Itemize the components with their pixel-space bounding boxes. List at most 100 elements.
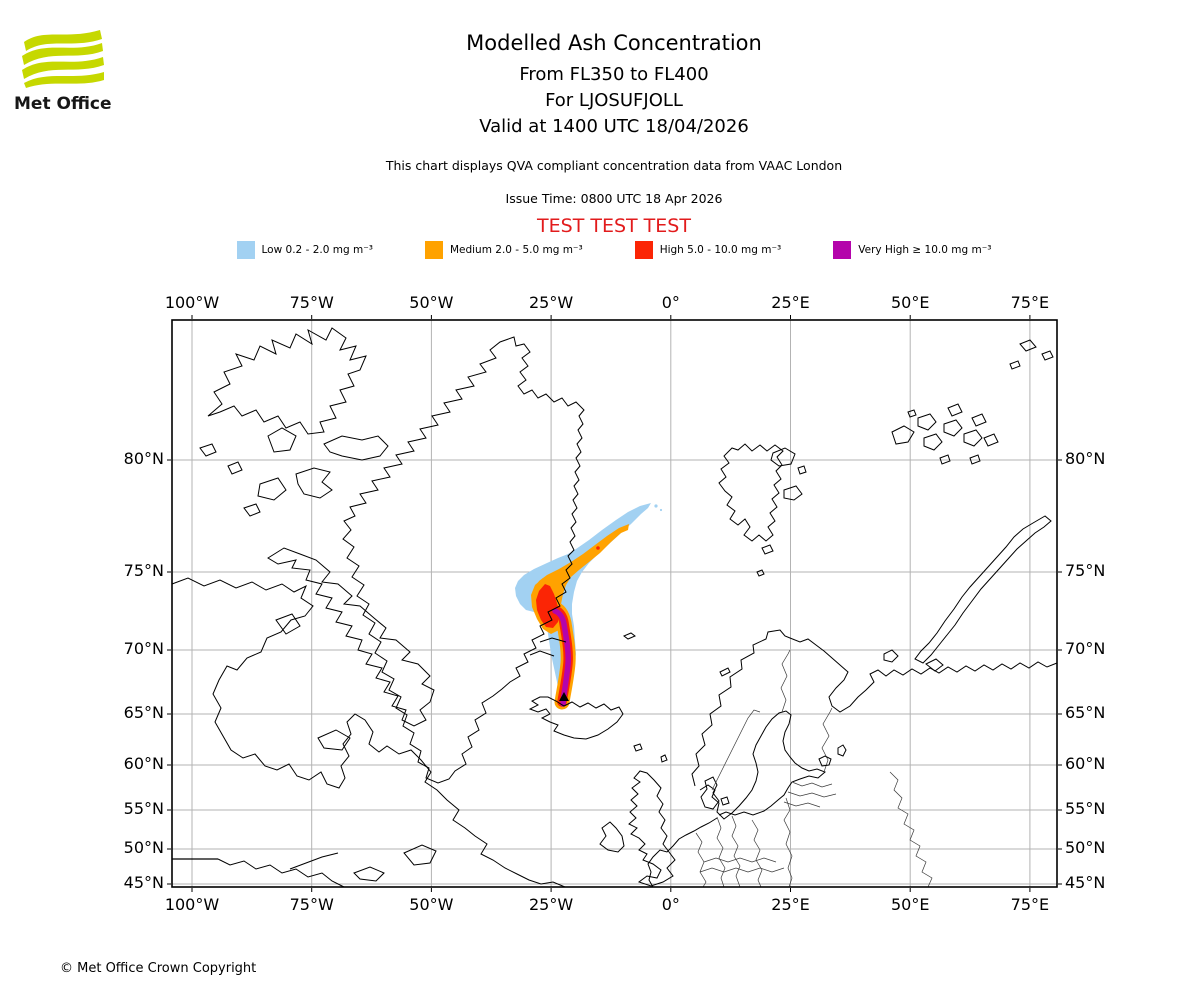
coast-franz-josef	[947, 403, 963, 417]
coast-franz-josef	[907, 409, 917, 418]
lat-label-left: 50°N	[123, 838, 164, 857]
coast-baffin	[267, 547, 435, 727]
legend-label: Very High ≥ 10.0 mg m⁻³	[858, 244, 992, 256]
coast-lofoten	[719, 667, 731, 677]
coast-franz-josef	[891, 425, 915, 445]
subtitle-valid-time: Valid at 1400 UTC 18/04/2026	[479, 116, 749, 137]
coast-newfoundland	[403, 844, 437, 866]
plume-high-speck	[596, 546, 600, 550]
coast-axel-heiberg	[267, 427, 297, 453]
copyright-text: © Met Office Crown Copyright	[60, 961, 257, 976]
coast-st-lawrence	[289, 852, 339, 870]
border-latvia	[787, 791, 837, 798]
map-svg	[167, 315, 1062, 892]
lon-label-bottom: 50°W	[409, 895, 454, 914]
lon-label-bottom: 100°W	[164, 895, 220, 914]
test-banner: TEST TEST TEST	[537, 215, 691, 237]
coast-prince-of-wales	[257, 477, 287, 501]
legend-swatch	[634, 241, 653, 259]
subtitle-flight-levels: From FL350 to FL400	[519, 64, 709, 85]
coast-denmark	[700, 776, 720, 810]
legend-swatch	[236, 241, 255, 259]
coast-nova-scotia	[353, 866, 385, 882]
border-estonia	[791, 781, 833, 788]
coast-jan-mayen	[623, 632, 636, 640]
legend-label: Medium 2.0 - 5.0 mg m⁻³	[449, 244, 583, 256]
coast-ireland	[599, 821, 625, 853]
lon-label-top: 50°E	[890, 293, 930, 312]
coast-bear-island	[756, 569, 765, 577]
lat-label-left: 55°N	[123, 799, 164, 818]
lat-label-left: 70°N	[123, 639, 164, 658]
lat-label-right: 45°N	[1065, 873, 1106, 892]
lon-label-bottom: 25°E	[771, 895, 810, 914]
coast-svalbard-islet	[761, 544, 774, 555]
coast-arctic-islet	[227, 461, 243, 475]
met-office-logo: Met Office	[14, 26, 124, 114]
border-lithuania	[783, 801, 821, 808]
legend-label: Low 0.2 - 2.0 mg m⁻³	[261, 244, 373, 256]
coast-arctic-islet	[243, 503, 261, 517]
coast-svalbard-nordaustlandet	[770, 447, 796, 467]
coast-scoresby-fjord	[529, 650, 555, 657]
legend-item: Low 0.2 - 2.0 mg m⁻³	[236, 241, 373, 259]
lon-label-bottom: 0°	[661, 895, 680, 914]
coast-franz-josef	[983, 433, 999, 447]
border-rhine	[695, 832, 707, 888]
lon-label-bottom: 75°E	[1010, 895, 1050, 914]
page-title: Modelled Ash Concentration	[466, 31, 762, 55]
coast-scoresby-fjord	[539, 637, 567, 643]
coast-svalbard-edgeoya	[783, 485, 803, 501]
coast-kolguyev	[883, 649, 899, 663]
border-poland-east	[783, 797, 793, 888]
border-germany-poland	[731, 815, 741, 888]
lat-label-right: 70°N	[1065, 639, 1106, 658]
lon-label-top: 25°W	[529, 293, 574, 312]
legend-label: High 5.0 - 10.0 mg m⁻³	[659, 244, 782, 256]
border-central-europe	[751, 819, 763, 888]
coast-new-england	[217, 858, 345, 888]
border-norway-sweden	[711, 709, 761, 791]
coast-faroe	[633, 743, 643, 752]
lat-label-right: 75°N	[1065, 561, 1106, 580]
coast-arctic-islet	[199, 443, 217, 457]
plume-medium-fan	[535, 524, 629, 617]
met-office-logo-text: Met Office	[14, 94, 112, 114]
lon-label-bottom: 75°W	[289, 895, 334, 914]
border-russia-southeast	[889, 771, 933, 888]
coast-southampton	[317, 729, 351, 751]
border-czech-austria	[703, 857, 777, 863]
lon-label-bottom: 25°W	[529, 895, 574, 914]
coast-norway-russia	[691, 629, 1058, 787]
legend-swatch	[424, 241, 443, 259]
coast-franz-josef	[969, 454, 981, 465]
coast-svalbard-islet	[797, 465, 807, 475]
coast-ellesmere	[207, 327, 367, 435]
lon-label-top: 25°E	[771, 293, 810, 312]
lon-label-top: 50°W	[409, 293, 454, 312]
coast-greenland	[342, 336, 585, 784]
map-area	[167, 315, 1062, 892]
met-office-logo-waves	[22, 30, 104, 88]
coast-iceland	[528, 696, 624, 740]
coast-great-britain	[628, 770, 676, 887]
coast-franz-josef	[939, 454, 951, 465]
coast-somerset	[295, 467, 333, 499]
lake-onega	[837, 744, 847, 757]
coast-severnaya-islet	[1009, 360, 1021, 370]
legend: Low 0.2 - 2.0 mg m⁻³ Medium 2.0 - 5.0 mg …	[28, 241, 1200, 259]
volcano-marker	[559, 692, 569, 701]
legend-item: Medium 2.0 - 5.0 mg m⁻³	[424, 241, 583, 259]
lon-label-top: 0°	[661, 293, 680, 312]
coast-novaya-zemlya	[914, 515, 1052, 664]
coast-svalbard-spitsbergen	[718, 443, 784, 542]
lat-label-left: 45°N	[123, 873, 164, 892]
coast-vaygach	[925, 658, 944, 672]
plume-low-speck	[659, 508, 663, 512]
lake-ladoga	[818, 755, 832, 767]
qva-note: This chart displays QVA compliant concen…	[385, 158, 843, 173]
lon-label-top: 75°E	[1010, 293, 1050, 312]
coast-franz-josef	[923, 433, 943, 451]
lat-label-left: 65°N	[123, 703, 164, 722]
legend-item: Very High ≥ 10.0 mg m⁻³	[833, 241, 991, 259]
